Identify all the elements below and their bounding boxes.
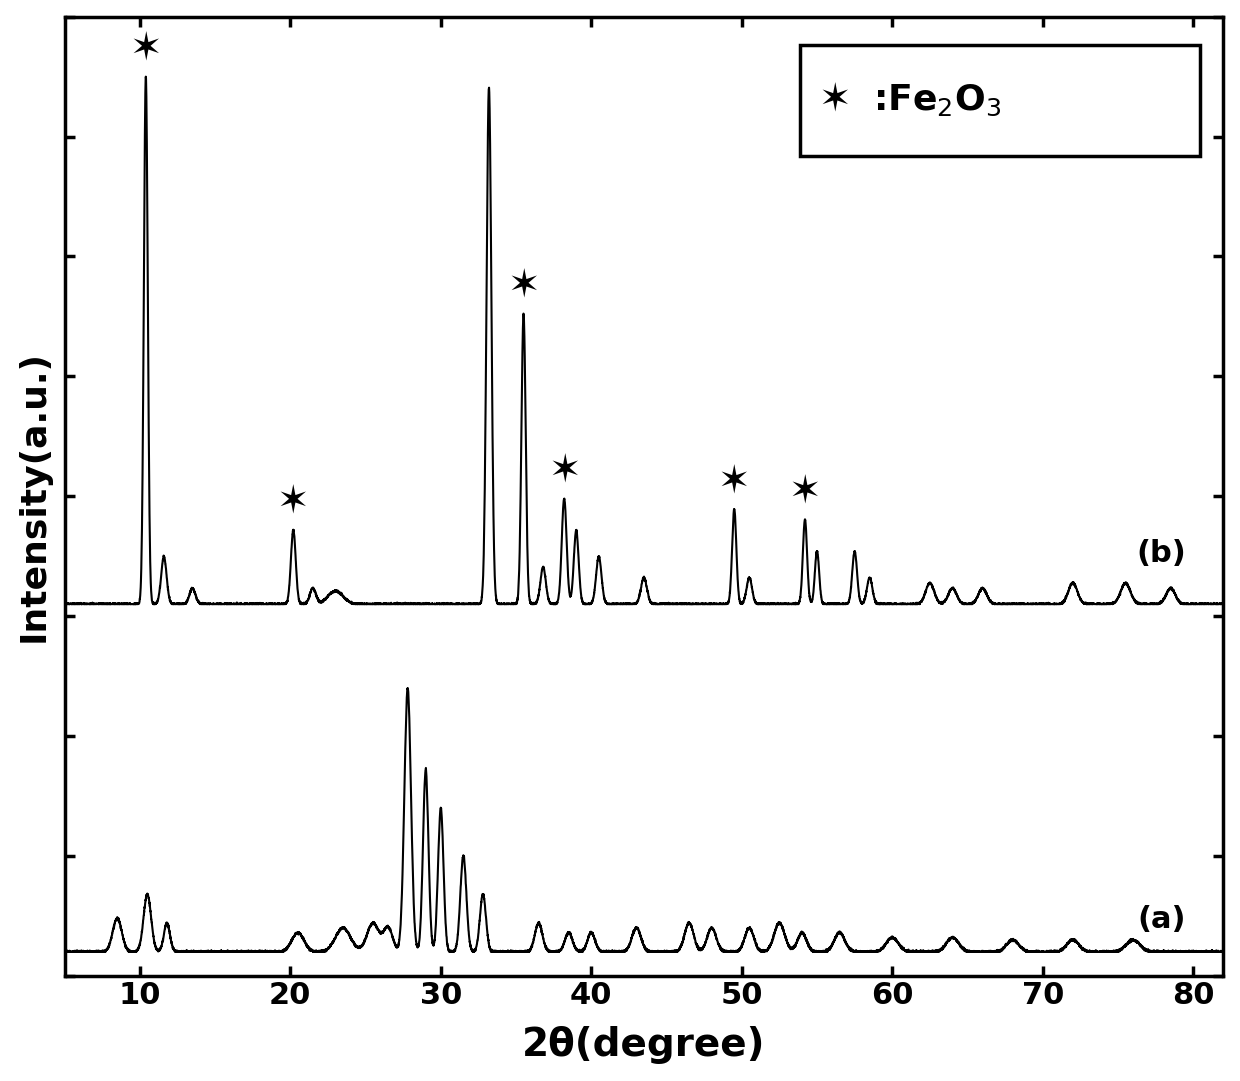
Text: ✶: ✶ (129, 30, 162, 68)
Text: ✶: ✶ (818, 81, 852, 119)
Text: ✶: ✶ (507, 268, 539, 306)
Text: (b): (b) (1136, 539, 1185, 569)
Text: ✶: ✶ (789, 473, 821, 511)
FancyBboxPatch shape (800, 45, 1200, 156)
Text: (a): (a) (1137, 905, 1185, 934)
X-axis label: 2θ(degree): 2θ(degree) (522, 1026, 765, 1065)
Text: ✶: ✶ (277, 483, 310, 522)
Text: ✶: ✶ (548, 453, 580, 491)
Y-axis label: Intensity(a.u.): Intensity(a.u.) (16, 350, 51, 642)
Text: :Fe$_2$O$_3$: :Fe$_2$O$_3$ (873, 82, 1002, 118)
Text: ✶: ✶ (718, 463, 750, 501)
